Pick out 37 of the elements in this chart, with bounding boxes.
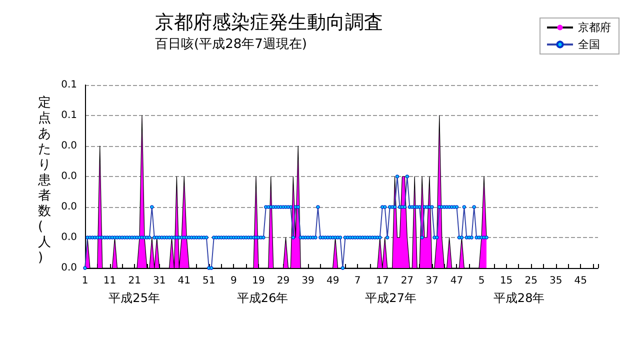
x-tick-label: 47 <box>450 276 464 286</box>
text: 平成27年 <box>365 291 416 305</box>
text: 平成28年 <box>493 291 545 305</box>
x-tick-label: 49 <box>326 276 340 286</box>
text: 定点あたり患者数(人) <box>38 95 51 266</box>
legend-label: 全国 <box>578 38 600 51</box>
chart-title: 京都府感染症発生動向調査 <box>155 12 383 34</box>
x-tick-label: 19 <box>252 276 265 286</box>
x-tick-label: 21 <box>128 276 141 286</box>
x-tick-label: 27 <box>400 276 414 286</box>
y-tick-label: 0.0 <box>61 202 77 212</box>
chart-subtitle: 百日咳(平成28年7週現在) <box>155 37 307 52</box>
x-tick-label: 39 <box>302 276 314 286</box>
x-tick-label: 29 <box>276 276 290 286</box>
x-tick-label: 51 <box>202 276 216 286</box>
x-tick-label: 9 <box>230 276 237 286</box>
y-tick-label: 0.0 <box>61 140 77 152</box>
y-tick-label: 0.1 <box>61 80 77 90</box>
x-tick-label: 31 <box>152 276 166 286</box>
x-tick-label: 15 <box>500 276 513 286</box>
y-tick-label: 0.0 <box>61 171 77 182</box>
text: 平成26年 <box>236 291 288 305</box>
x-tick-label: 41 <box>178 276 190 286</box>
x-tick-label: 7 <box>354 276 361 286</box>
y-tick-label: 0.1 <box>61 110 77 121</box>
x-tick-label: 17 <box>376 276 389 286</box>
x-tick-label: 11 <box>103 276 116 286</box>
x-tick-label: 35 <box>550 276 562 286</box>
text: 平成25年 <box>108 291 160 305</box>
x-tick-label: 25 <box>524 276 538 286</box>
y-tick-label: 0.0 <box>61 262 77 274</box>
x-tick-label: 45 <box>574 276 588 286</box>
x-tick-label: 1 <box>82 276 88 286</box>
x-tick-label: 5 <box>478 276 485 286</box>
y-tick-label: 0.0 <box>61 232 77 243</box>
legend-label: 京都府 <box>578 21 611 34</box>
x-tick-label: 37 <box>426 276 438 286</box>
